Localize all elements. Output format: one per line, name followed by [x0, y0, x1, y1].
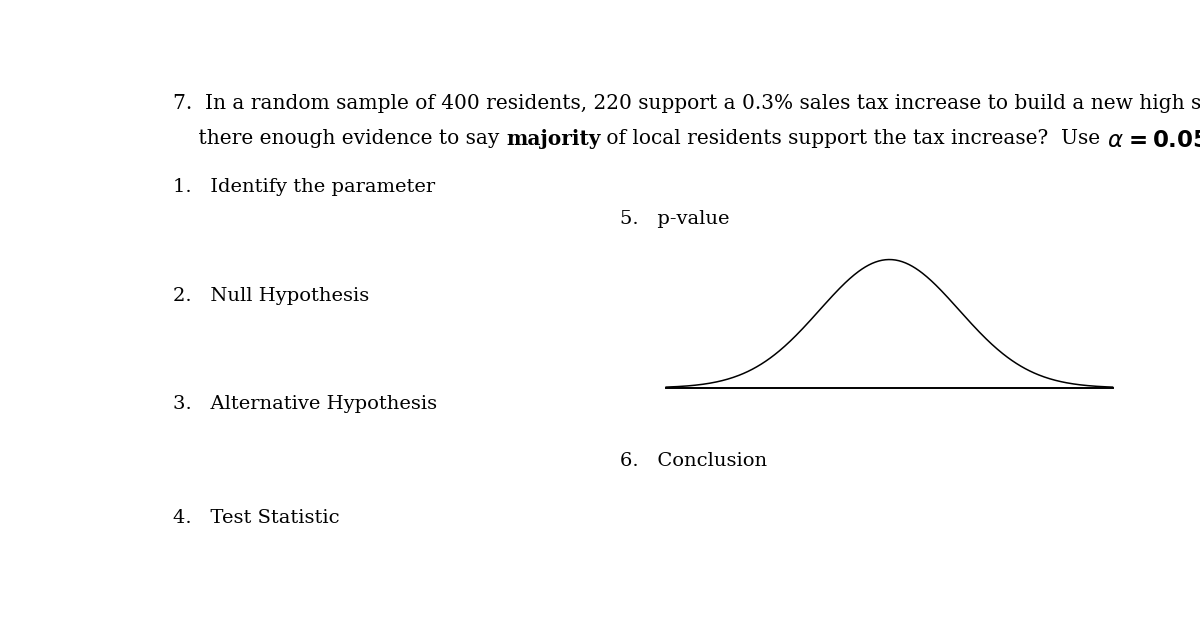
Text: 6.   Conclusion: 6. Conclusion — [619, 452, 767, 470]
Text: 7.  In a random sample of 400 residents, 220 support a 0.3% sales tax increase t: 7. In a random sample of 400 residents, … — [173, 94, 1200, 113]
Text: 2.   Null Hypothesis: 2. Null Hypothesis — [173, 287, 370, 304]
Text: $\mathbf{=0.05}$.: $\mathbf{=0.05}$. — [1123, 129, 1200, 152]
Text: there enough evidence to say: there enough evidence to say — [173, 129, 506, 147]
Text: $\alpha$: $\alpha$ — [1106, 129, 1123, 152]
Text: of local residents support the tax increase?  Use: of local residents support the tax incre… — [600, 129, 1106, 147]
Text: majority: majority — [506, 129, 600, 149]
Text: 3.   Alternative Hypothesis: 3. Alternative Hypothesis — [173, 395, 437, 413]
Text: 5.   p-value: 5. p-value — [619, 210, 730, 228]
Text: 1.   Identify the parameter: 1. Identify the parameter — [173, 178, 436, 196]
Text: 4.   Test Statistic: 4. Test Statistic — [173, 509, 340, 527]
